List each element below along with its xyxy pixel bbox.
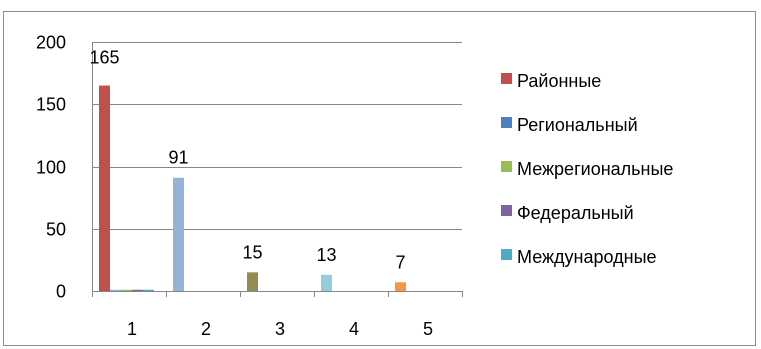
bar-category-3 [247,272,258,291]
data-label: 165 [89,48,119,68]
y-tick-label: 150 [36,95,66,115]
bar-Федеральный-1 [132,289,143,291]
data-label: 7 [395,252,405,272]
x-tick-label: 4 [349,319,359,339]
y-tick-label: 50 [46,220,66,240]
data-label: 13 [316,245,336,265]
legend-swatch [501,161,512,172]
x-tick-label: 5 [423,319,433,339]
data-label: 91 [168,148,188,168]
legend-label: Региональный [517,115,638,135]
y-tick-label: 200 [36,33,66,53]
legend-swatch [501,249,512,260]
x-tick-label: 3 [275,319,285,339]
bar-category-5 [395,282,406,291]
bar-Международные-1 [143,289,154,291]
legend-swatch [501,73,512,84]
legend-label: Межрегиональные [517,159,673,179]
bar-Районные-1 [99,85,110,291]
legend-swatch [501,117,512,128]
legend-label: Международные [517,247,657,267]
data-label: 15 [242,242,262,262]
bar-Региональный-2 [173,177,184,291]
bar-category-4 [321,274,332,291]
bar-Региональный-1 [110,289,121,291]
y-tick-label: 0 [56,282,66,302]
legend-swatch [501,205,512,216]
x-tick-label: 1 [127,319,137,339]
x-tick-label: 2 [201,319,211,339]
bar-Межрегиональные-1 [121,289,132,291]
y-tick-label: 100 [36,158,66,178]
legend-label: Федеральный [517,203,634,223]
legend-label: Районные [517,71,601,91]
